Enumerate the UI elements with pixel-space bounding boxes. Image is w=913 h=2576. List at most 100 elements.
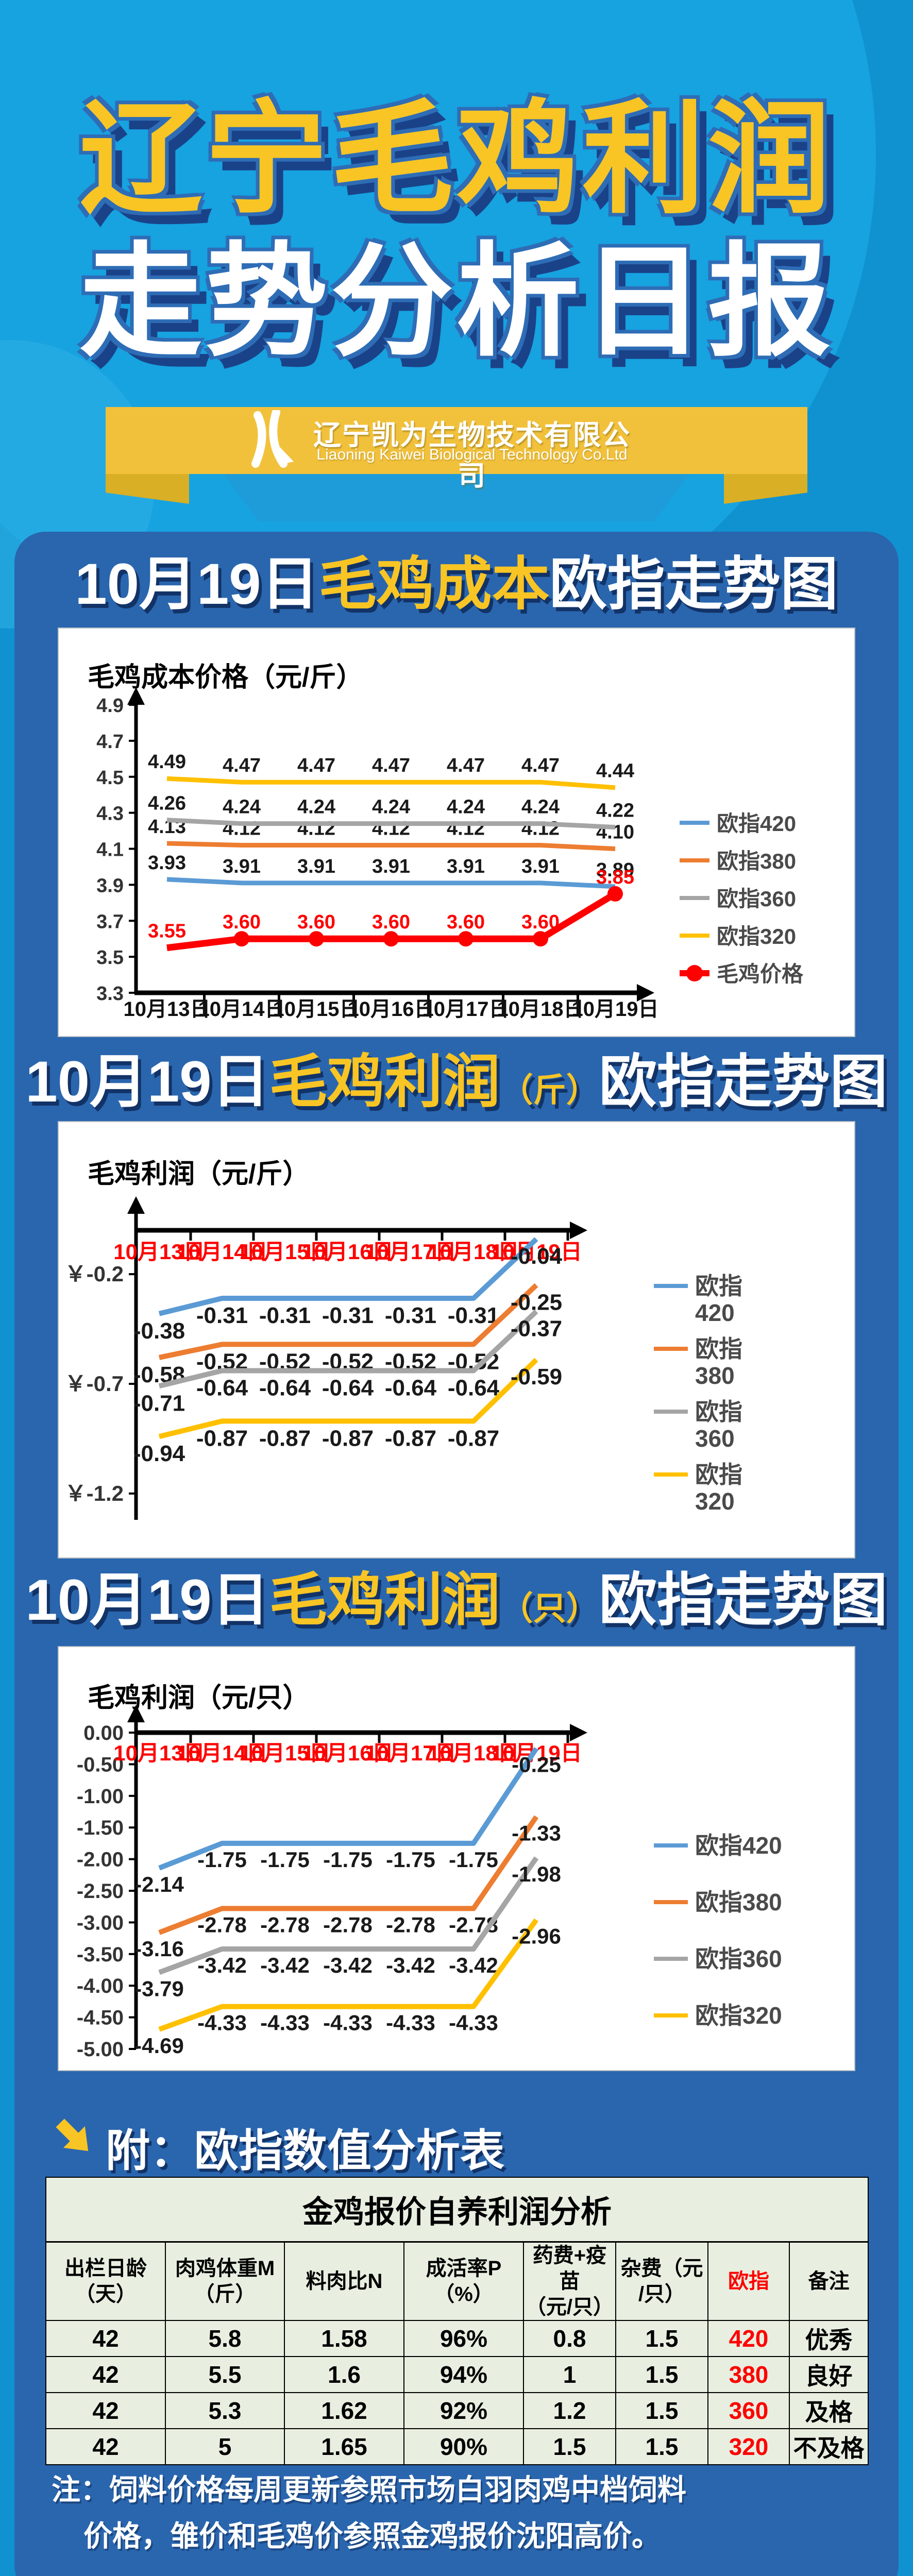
value-label: -1.33 xyxy=(512,1821,561,1845)
x-category-label: 10月17日 xyxy=(365,1741,456,1765)
value-label: 4.49 xyxy=(148,751,186,773)
y-tick-label: -4.50 xyxy=(77,2007,124,2029)
value-label: 4.24 xyxy=(372,796,410,818)
value-label: -0.64 xyxy=(196,1375,248,1400)
series-line-欧指380 xyxy=(166,841,616,851)
chart-card-profit-jin: 毛鸡利润（元/斤） ￥-0.2 ￥-0.7 ￥-1.2 10月13日 10月14日 10月… xyxy=(58,1121,855,1558)
x-category-label: 10月17日 xyxy=(422,998,510,1021)
y-tick-label: ￥-0.2 xyxy=(65,1262,124,1286)
value-label: 3.55 xyxy=(148,921,186,942)
poster-title-line2: 走势分析日报 xyxy=(79,234,834,370)
y-tick-label: 4.1 xyxy=(96,839,124,861)
value-label: -0.59 xyxy=(511,1364,562,1389)
table-cell: 1 xyxy=(523,2356,616,2393)
cost-line-chart: 4.94.74.54.34.13.93.73.53.310月13日10月14日1… xyxy=(96,687,804,1021)
y-axis-arrow xyxy=(127,1196,145,1214)
y-tick-label: 4.9 xyxy=(96,695,124,717)
value-label: -4.33 xyxy=(449,2011,498,2035)
table-cell: 96% xyxy=(403,2320,524,2357)
section-title-part: 欧指走势图 xyxy=(599,1568,888,1632)
series-line-欧指360 xyxy=(166,818,616,830)
value-label: 3.89 xyxy=(596,859,634,881)
value-label: -0.87 xyxy=(322,1426,374,1451)
x-category-label: 10月18日 xyxy=(497,998,584,1021)
value-label: -3.79 xyxy=(134,1976,184,2001)
value-label: -0.94 xyxy=(133,1441,185,1466)
value-label: -1.75 xyxy=(449,1848,498,1872)
table-cell: 1.5 xyxy=(523,2428,616,2465)
value-label: 4.12 xyxy=(372,818,410,840)
value-label: 4.12 xyxy=(447,818,485,840)
series-marker xyxy=(309,931,324,947)
x-axis-arrow xyxy=(570,1724,587,1741)
value-label: -0.87 xyxy=(385,1426,436,1451)
value-label: 4.24 xyxy=(297,796,335,818)
table-cell: 1.5 xyxy=(615,2320,708,2357)
series-line-欧指320 xyxy=(158,1358,538,1439)
table-cell: 1.6 xyxy=(284,2356,404,2393)
value-label: -4.33 xyxy=(323,2011,373,2035)
value-label: -4.33 xyxy=(260,2011,310,2035)
value-label: -3.42 xyxy=(260,1953,310,1977)
legend-label: 欧指380 xyxy=(695,1889,782,1916)
value-label: -2.14 xyxy=(134,1872,184,1896)
y-tick-label: -3.00 xyxy=(77,1911,124,1934)
x-category-label: 10月15日 xyxy=(273,998,360,1021)
x-category-label: 10月19日 xyxy=(572,998,659,1021)
y-tick-label: 4.3 xyxy=(96,803,124,825)
value-label: -0.38 xyxy=(133,1318,185,1344)
y-tick-label: -1.00 xyxy=(77,1785,124,1808)
legend-label: 欧指420 xyxy=(695,1832,782,1859)
y-tick-label: ￥-0.7 xyxy=(65,1371,124,1396)
value-label: -0.31 xyxy=(448,1303,499,1328)
y-tick-label: -0.50 xyxy=(77,1753,124,1776)
value-label: 3.91 xyxy=(297,856,335,877)
series-line-欧指420 xyxy=(158,1747,539,1871)
legend-label: 欧指320 xyxy=(695,2002,782,2029)
value-label: -2.78 xyxy=(323,1912,373,1937)
chart-card-profit-zhi: 毛鸡利润（元/只） 0.00 -0.50 -1.00 -1.50 -2.00 -2.50-… xyxy=(58,1646,855,2071)
table-row: 42 5.5 1.6 94% 1 1.5 380 良好 xyxy=(45,2356,869,2393)
company-name-en: Liaoning Kaiwei Biological Technology Co… xyxy=(316,446,628,463)
table-cell: 5.3 xyxy=(165,2392,285,2429)
x-category-label: 10月15日 xyxy=(239,1741,330,1765)
value-label: -1.75 xyxy=(197,1848,247,1872)
legend-label: 380 xyxy=(695,1362,735,1389)
value-label: -0.31 xyxy=(322,1303,374,1328)
legend-label: 欧指420 xyxy=(717,811,796,836)
series-line-欧指380 xyxy=(158,1815,539,1935)
value-label: 3.91 xyxy=(372,856,410,877)
section-title-part: 10月19日 xyxy=(25,1049,269,1114)
value-label: 4.44 xyxy=(596,760,634,782)
value-label: -0.71 xyxy=(133,1391,185,1416)
x-category-label: 10月13日 xyxy=(113,1741,205,1765)
legend-label: 欧指380 xyxy=(717,849,796,873)
x-category-label: 10月13日 xyxy=(113,1240,205,1264)
y-tick-label: -1.50 xyxy=(77,1817,124,1839)
series-marker xyxy=(607,886,623,902)
value-label: -0.25 xyxy=(512,1753,561,1777)
table-cell: 及格 xyxy=(789,2392,869,2429)
column-header: 成活率P （%） xyxy=(403,2241,524,2321)
table-cell: 320 xyxy=(707,2428,790,2465)
value-label: -0.87 xyxy=(259,1426,311,1451)
value-label: 3.60 xyxy=(297,911,335,933)
value-label: -0.25 xyxy=(511,1290,562,1315)
legend-label: 欧指320 xyxy=(717,924,796,948)
y-tick-label: 3.9 xyxy=(96,875,124,896)
value-label: 4.47 xyxy=(297,755,335,776)
value-label: 3.91 xyxy=(521,856,560,877)
table-cell: 不及格 xyxy=(789,2428,869,2465)
table-cell: 0.8 xyxy=(523,2320,616,2357)
value-label: -2.78 xyxy=(260,1912,310,1937)
x-category-label: 10月13日 xyxy=(124,998,211,1021)
y-tick-label: 4.5 xyxy=(96,767,124,789)
value-label: -3.42 xyxy=(449,1953,498,1977)
value-label: -0.64 xyxy=(448,1375,500,1400)
company-ribbon xyxy=(106,407,807,474)
kaiwei-logo-icon xyxy=(251,410,294,468)
value-label: -0.64 xyxy=(259,1375,311,1400)
poster-title-line1: 辽宁毛鸡利润 xyxy=(79,91,834,228)
legend-label: 毛鸡价格 xyxy=(717,962,804,986)
value-label: 4.24 xyxy=(447,796,485,818)
